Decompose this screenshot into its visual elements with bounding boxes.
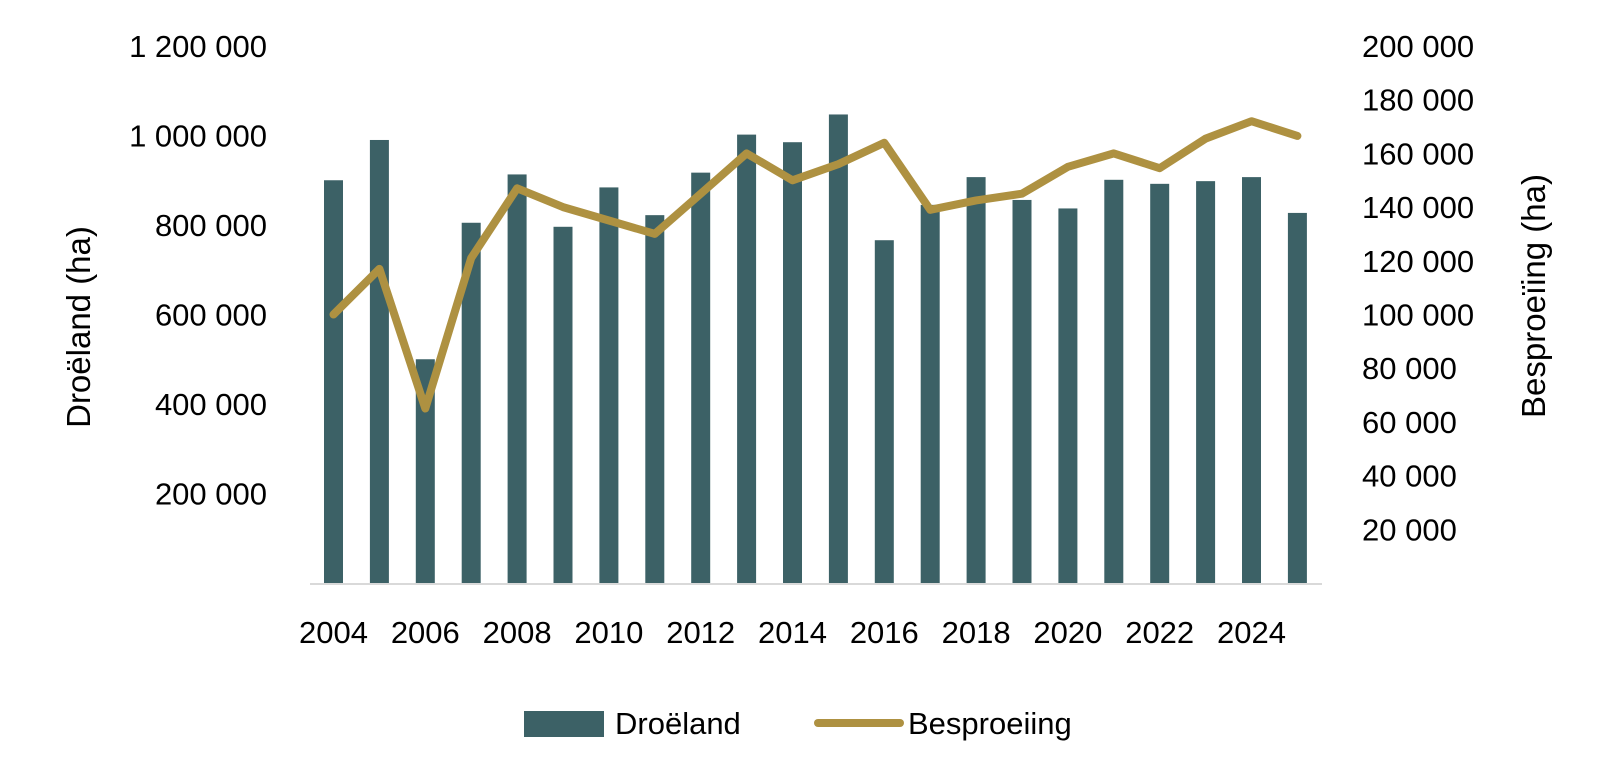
legend-droeland-swatch xyxy=(524,711,604,737)
right-tick-label: 180 000 xyxy=(1362,83,1474,118)
left-tick-label: 1 200 000 xyxy=(129,29,267,64)
x-tick-label: 2012 xyxy=(666,615,735,650)
bar-2011 xyxy=(645,215,665,583)
bar-2004 xyxy=(324,180,343,583)
left-tick-label: 400 000 xyxy=(155,387,267,422)
bar-2024 xyxy=(1242,177,1261,583)
bar-2012 xyxy=(691,172,711,583)
right-tick-label: 140 000 xyxy=(1362,190,1474,225)
besproeiing-line xyxy=(329,117,1302,413)
bar-2017 xyxy=(920,204,940,584)
bar-2007 xyxy=(461,222,481,583)
left-tick-label: 200 000 xyxy=(155,477,267,512)
bar-2006 xyxy=(415,359,435,583)
bar-2008 xyxy=(507,174,527,583)
bar-2023 xyxy=(1196,181,1216,583)
left-axis-ticks: 200 000 400 000 600 000 800 000 1 000 000 1 2… xyxy=(129,29,267,512)
right-tick-label: 120 000 xyxy=(1362,244,1474,279)
right-tick-label: 100 000 xyxy=(1362,298,1474,333)
legend: Droëland Besproeiing xyxy=(524,706,1072,741)
droeland-bars xyxy=(324,114,1307,584)
legend-droeland-label: Droëland xyxy=(615,706,741,741)
left-tick-label: 600 000 xyxy=(155,298,267,333)
bar-2022 xyxy=(1150,183,1170,583)
x-tick-label: 2010 xyxy=(574,615,643,650)
bar-2021 xyxy=(1104,179,1124,584)
bar-2020 xyxy=(1058,208,1078,583)
right-tick-label: 200 000 xyxy=(1362,29,1474,64)
legend-besproeiing-label: Besproeiing xyxy=(908,706,1072,741)
right-axis-title: Besproeïing (ha) xyxy=(1515,174,1552,418)
right-tick-label: 60 000 xyxy=(1362,405,1457,440)
bar-2014 xyxy=(783,142,802,583)
left-tick-label: 1 000 000 xyxy=(129,119,267,154)
x-tick-label: 2022 xyxy=(1125,615,1194,650)
right-tick-label: 160 000 xyxy=(1362,136,1474,171)
x-tick-label: 2008 xyxy=(483,615,552,650)
left-tick-label: 800 000 xyxy=(155,208,267,243)
bar-2013 xyxy=(737,134,757,584)
x-tick-label: 2020 xyxy=(1033,615,1102,650)
x-tick-label: 2006 xyxy=(391,615,460,650)
x-tick-label: 2024 xyxy=(1217,615,1286,650)
x-tick-label: 2004 xyxy=(299,615,368,650)
x-tick-label: 2016 xyxy=(850,615,919,650)
left-axis-title: Droëland (ha) xyxy=(60,226,97,428)
bar-2010 xyxy=(599,187,619,583)
right-tick-label: 80 000 xyxy=(1362,351,1457,386)
right-axis-ticks: 20 000 40 000 60 000 80 000 100 000 120 000 14… xyxy=(1362,29,1474,547)
right-tick-label: 40 000 xyxy=(1362,459,1457,494)
bar-2025 xyxy=(1287,212,1307,584)
right-tick-label: 20 000 xyxy=(1362,512,1457,547)
bar-2015 xyxy=(828,114,848,583)
bar-2018 xyxy=(966,177,986,583)
x-axis-ticks: 2004 2006 2008 2010 2012 2014 2016 2018 2020 2022… xyxy=(299,615,1286,650)
bar-2019 xyxy=(1012,199,1032,583)
x-tick-label: 2018 xyxy=(942,615,1011,650)
bar-2005 xyxy=(369,139,389,583)
bar-2016 xyxy=(874,240,894,583)
bar-2009 xyxy=(553,226,573,584)
x-tick-label: 2014 xyxy=(758,615,827,650)
